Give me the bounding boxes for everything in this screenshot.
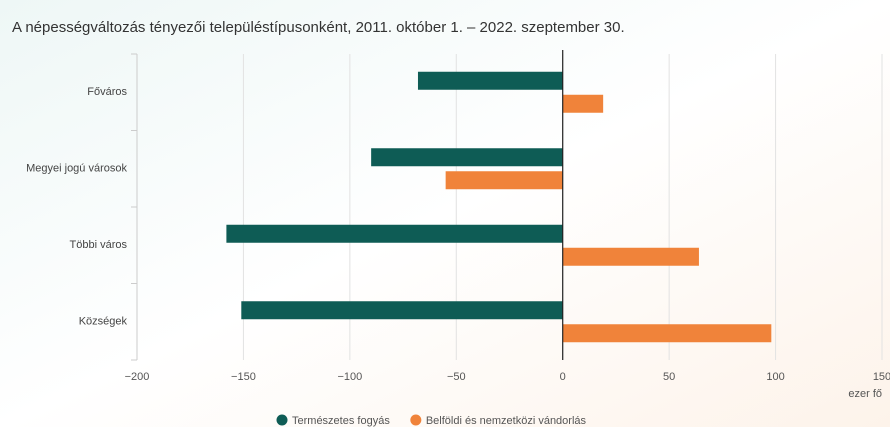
chart-title: A népességváltozás tényezői településtíp… bbox=[12, 19, 625, 36]
bar bbox=[226, 224, 563, 243]
bar bbox=[562, 247, 699, 266]
bar bbox=[562, 94, 604, 113]
x-tick-label: 100 bbox=[766, 371, 784, 383]
bar bbox=[241, 301, 563, 320]
x-tick-label: −100 bbox=[337, 371, 362, 383]
x-tick-label: 50 bbox=[663, 371, 675, 383]
legend-label: Belföldi és nemzetközi vándorlás bbox=[426, 415, 587, 427]
y-tick-label: Többi város bbox=[70, 239, 128, 251]
x-tick-label: 0 bbox=[560, 371, 566, 383]
x-tick-label: 150 bbox=[873, 371, 890, 383]
y-tick-label: Megyei jogú városok bbox=[26, 163, 127, 175]
x-tick-label: −50 bbox=[447, 371, 466, 383]
x-tick-label: −150 bbox=[231, 371, 256, 383]
bar bbox=[417, 71, 563, 90]
y-tick-label: Községek bbox=[79, 316, 128, 328]
bar bbox=[371, 148, 563, 167]
x-tick-label: −200 bbox=[125, 371, 150, 383]
bar bbox=[445, 171, 563, 190]
legend-marker bbox=[410, 414, 422, 426]
legend-marker bbox=[276, 414, 288, 426]
legend-label: Természetes fogyás bbox=[292, 415, 390, 427]
y-tick-label: Főváros bbox=[87, 86, 127, 98]
bar bbox=[562, 324, 772, 343]
x-axis-label: ezer fő bbox=[848, 388, 882, 400]
